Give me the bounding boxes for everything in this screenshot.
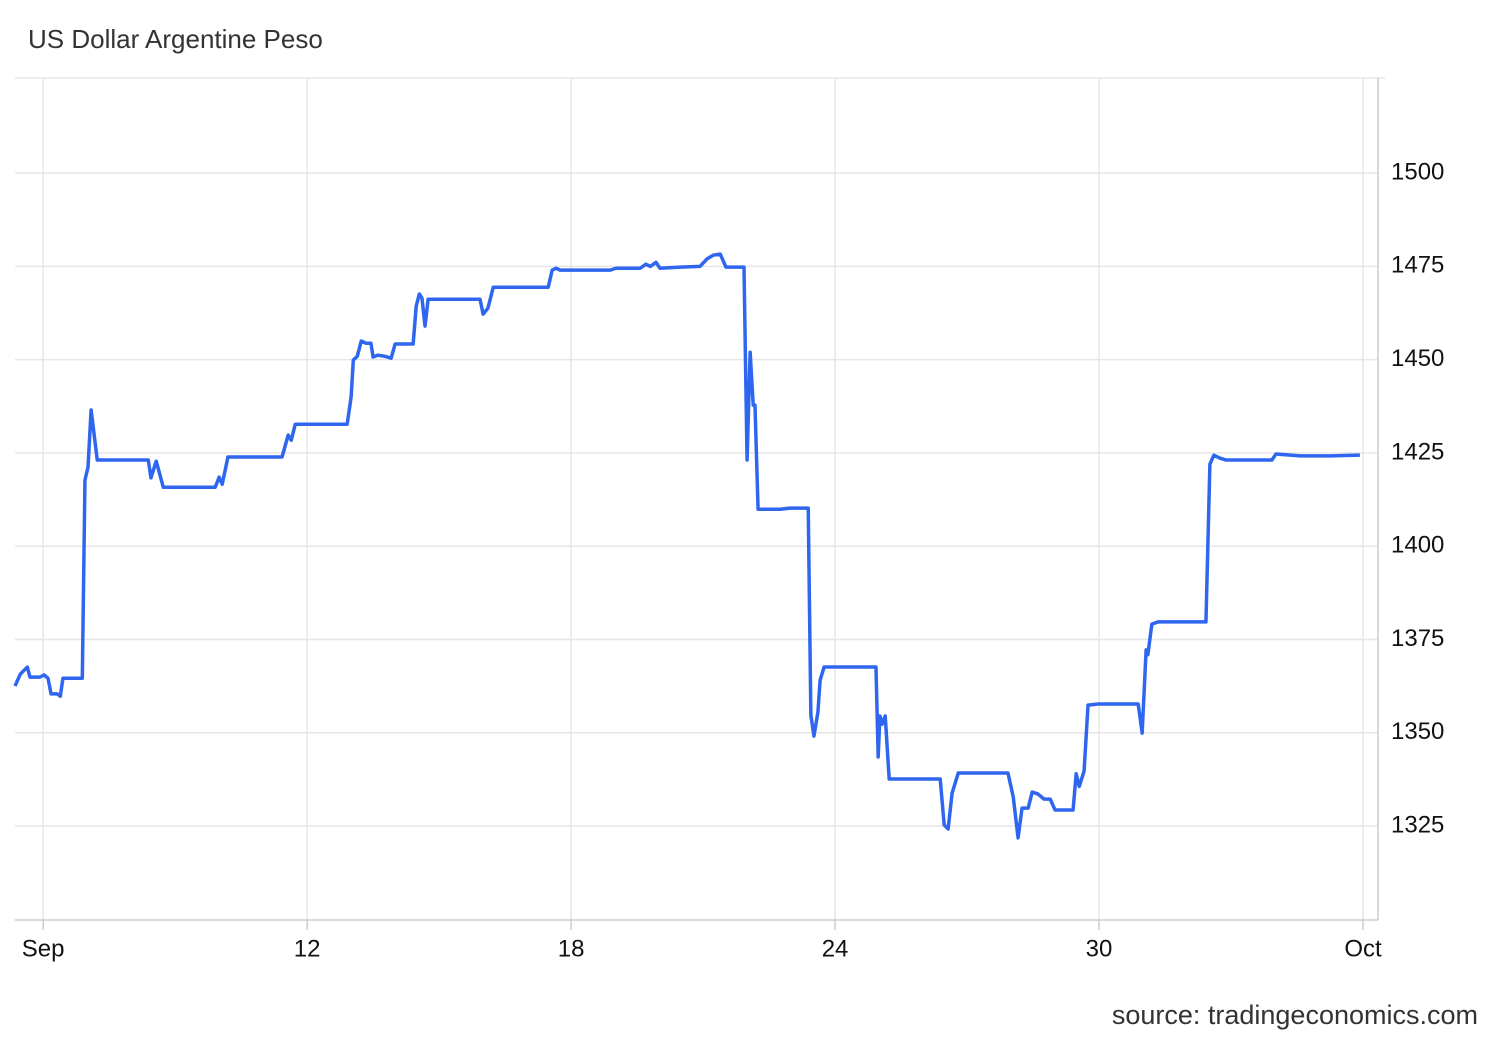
y-tick-label: 1450 [1391, 345, 1444, 372]
x-tick-label: Sep [22, 935, 65, 962]
y-tick-label: 1350 [1391, 718, 1444, 745]
y-tick-label: 1475 [1391, 252, 1444, 279]
line [13, 252, 1360, 840]
x-tick-label: 24 [822, 935, 849, 962]
x-tick-label: 18 [558, 935, 585, 962]
y-tick-label: 1425 [1391, 438, 1444, 465]
y-tick-label: 1500 [1391, 158, 1444, 185]
y-tick-label: 1375 [1391, 625, 1444, 652]
x-tick-label: 30 [1086, 935, 1113, 962]
y-tick-label: 1400 [1391, 532, 1444, 559]
source: source: tradingeconomics.com [1112, 1000, 1478, 1030]
chart-title: US Dollar Argentine Peso [28, 24, 323, 54]
x-tick-label: Oct [1344, 935, 1382, 962]
x-tick-label: 12 [294, 935, 321, 962]
y-tick-label: 1325 [1391, 811, 1444, 838]
